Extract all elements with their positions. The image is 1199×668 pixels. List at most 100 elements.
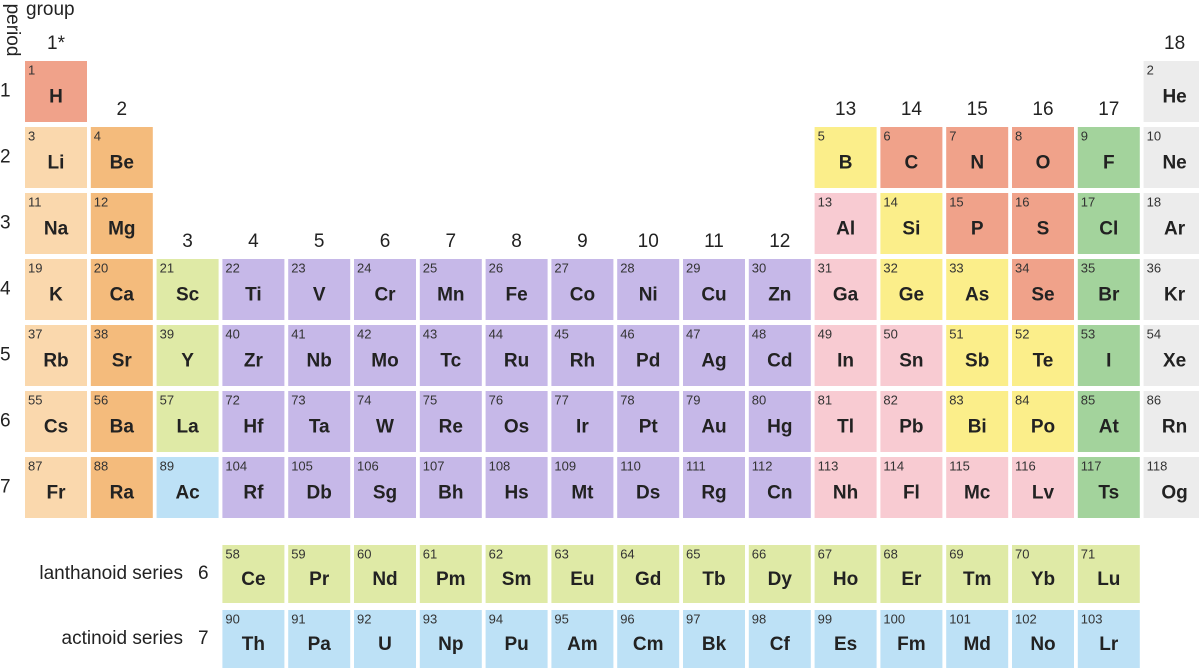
atomic-number: 41 [291,326,305,341]
atomic-number: 2 [1147,62,1154,77]
atomic-number: 7 [949,128,956,143]
atomic-number: 94 [489,611,503,626]
atomic-number: 40 [225,326,239,341]
element-cell [946,610,1009,668]
atomic-number: 30 [752,260,766,275]
atomic-number: 38 [94,326,108,341]
atomic-number: 47 [686,326,700,341]
element-symbol: Si [902,219,920,240]
element-cell [485,545,548,603]
element-cell [288,457,351,518]
group-label: 8 [511,231,522,252]
period-label: 5 [0,345,11,366]
element-cell [354,391,416,452]
element-symbol: Li [48,153,65,174]
element-cell [880,545,943,603]
atomic-number: 22 [225,260,239,275]
atomic-number: 106 [357,458,379,473]
element-cell [485,610,548,668]
element-cell [156,259,219,320]
atomic-number: 75 [423,392,437,407]
element-cell [683,259,745,320]
element-symbol: At [1099,417,1120,438]
element-cell [748,325,811,386]
element-cell [814,391,877,452]
element-symbol: Ir [576,417,589,438]
element-cell [222,457,285,518]
group-label: 17 [1098,99,1119,120]
element-cell [288,391,351,452]
atomic-number: 17 [1081,194,1095,209]
atomic-number: 80 [752,392,766,407]
element-symbol: Cu [701,285,726,306]
element-cell [419,325,482,386]
element-symbol: Pt [639,417,659,438]
element-symbol: Sg [373,483,397,504]
group-label: 7 [446,231,457,252]
element-symbol: Pa [308,634,332,655]
atomic-number: 68 [883,546,897,561]
group-label: 5 [314,231,325,252]
group-label: 9 [577,231,588,252]
atomic-number: 107 [423,458,445,473]
atomic-number: 32 [883,260,897,275]
element-symbol: Se [1031,285,1054,306]
element-cell [1012,193,1074,254]
atomic-number: 23 [291,260,305,275]
atomic-number: 4 [94,128,101,143]
element-symbol: Sr [112,351,133,372]
period-label: 4 [0,279,11,300]
atomic-number: 49 [818,326,832,341]
period-label: 1 [0,81,11,102]
atomic-number: 6 [883,128,890,143]
element-symbol: Lr [1099,634,1119,655]
element-cell [1077,545,1140,603]
element-cell [25,325,87,386]
atomic-number: 118 [1147,458,1168,473]
atomic-number: 25 [423,260,437,275]
element-symbol: U [378,634,392,655]
element-symbol: Rn [1162,417,1187,438]
element-cell [1077,391,1140,452]
element-symbol: Np [438,634,463,655]
element-symbol: Tl [837,417,854,438]
element-cell [419,545,482,603]
element-cell [683,391,745,452]
element-cell [354,259,416,320]
element-symbol: Ta [309,417,330,438]
element-cell [156,391,219,452]
element-cell [1143,391,1199,452]
element-symbol: S [1037,219,1050,240]
element-symbol: Cd [767,351,792,372]
atomic-number: 87 [28,458,42,473]
element-symbol: Ne [1162,153,1186,174]
element-cell [551,259,614,320]
element-cell [551,610,614,668]
element-cell [90,259,153,320]
element-cell [946,127,1009,188]
atomic-number: 79 [686,392,700,407]
element-symbol: Eu [570,569,594,590]
element-symbol: Md [963,634,990,655]
element-cell [946,259,1009,320]
element-cell [814,127,877,188]
atomic-number: 35 [1081,260,1095,275]
element-symbol: Er [901,569,922,590]
element-cell [25,259,87,320]
atomic-number: 42 [357,326,371,341]
atomic-number: 102 [1015,611,1037,626]
series-label: actinoid series [62,628,183,649]
element-symbol: Rb [43,351,68,372]
element-cell [25,61,87,122]
element-symbol: Re [439,417,463,438]
element-cell [419,457,482,518]
element-symbol: Fe [506,285,528,306]
atomic-number: 112 [752,458,773,473]
atomic-number: 58 [225,546,239,561]
atomic-number: 71 [1081,546,1095,561]
element-cell [814,325,877,386]
element-symbol: F [1103,153,1115,174]
element-cell [617,545,680,603]
period-label: 7 [0,477,11,498]
element-cell [222,325,285,386]
